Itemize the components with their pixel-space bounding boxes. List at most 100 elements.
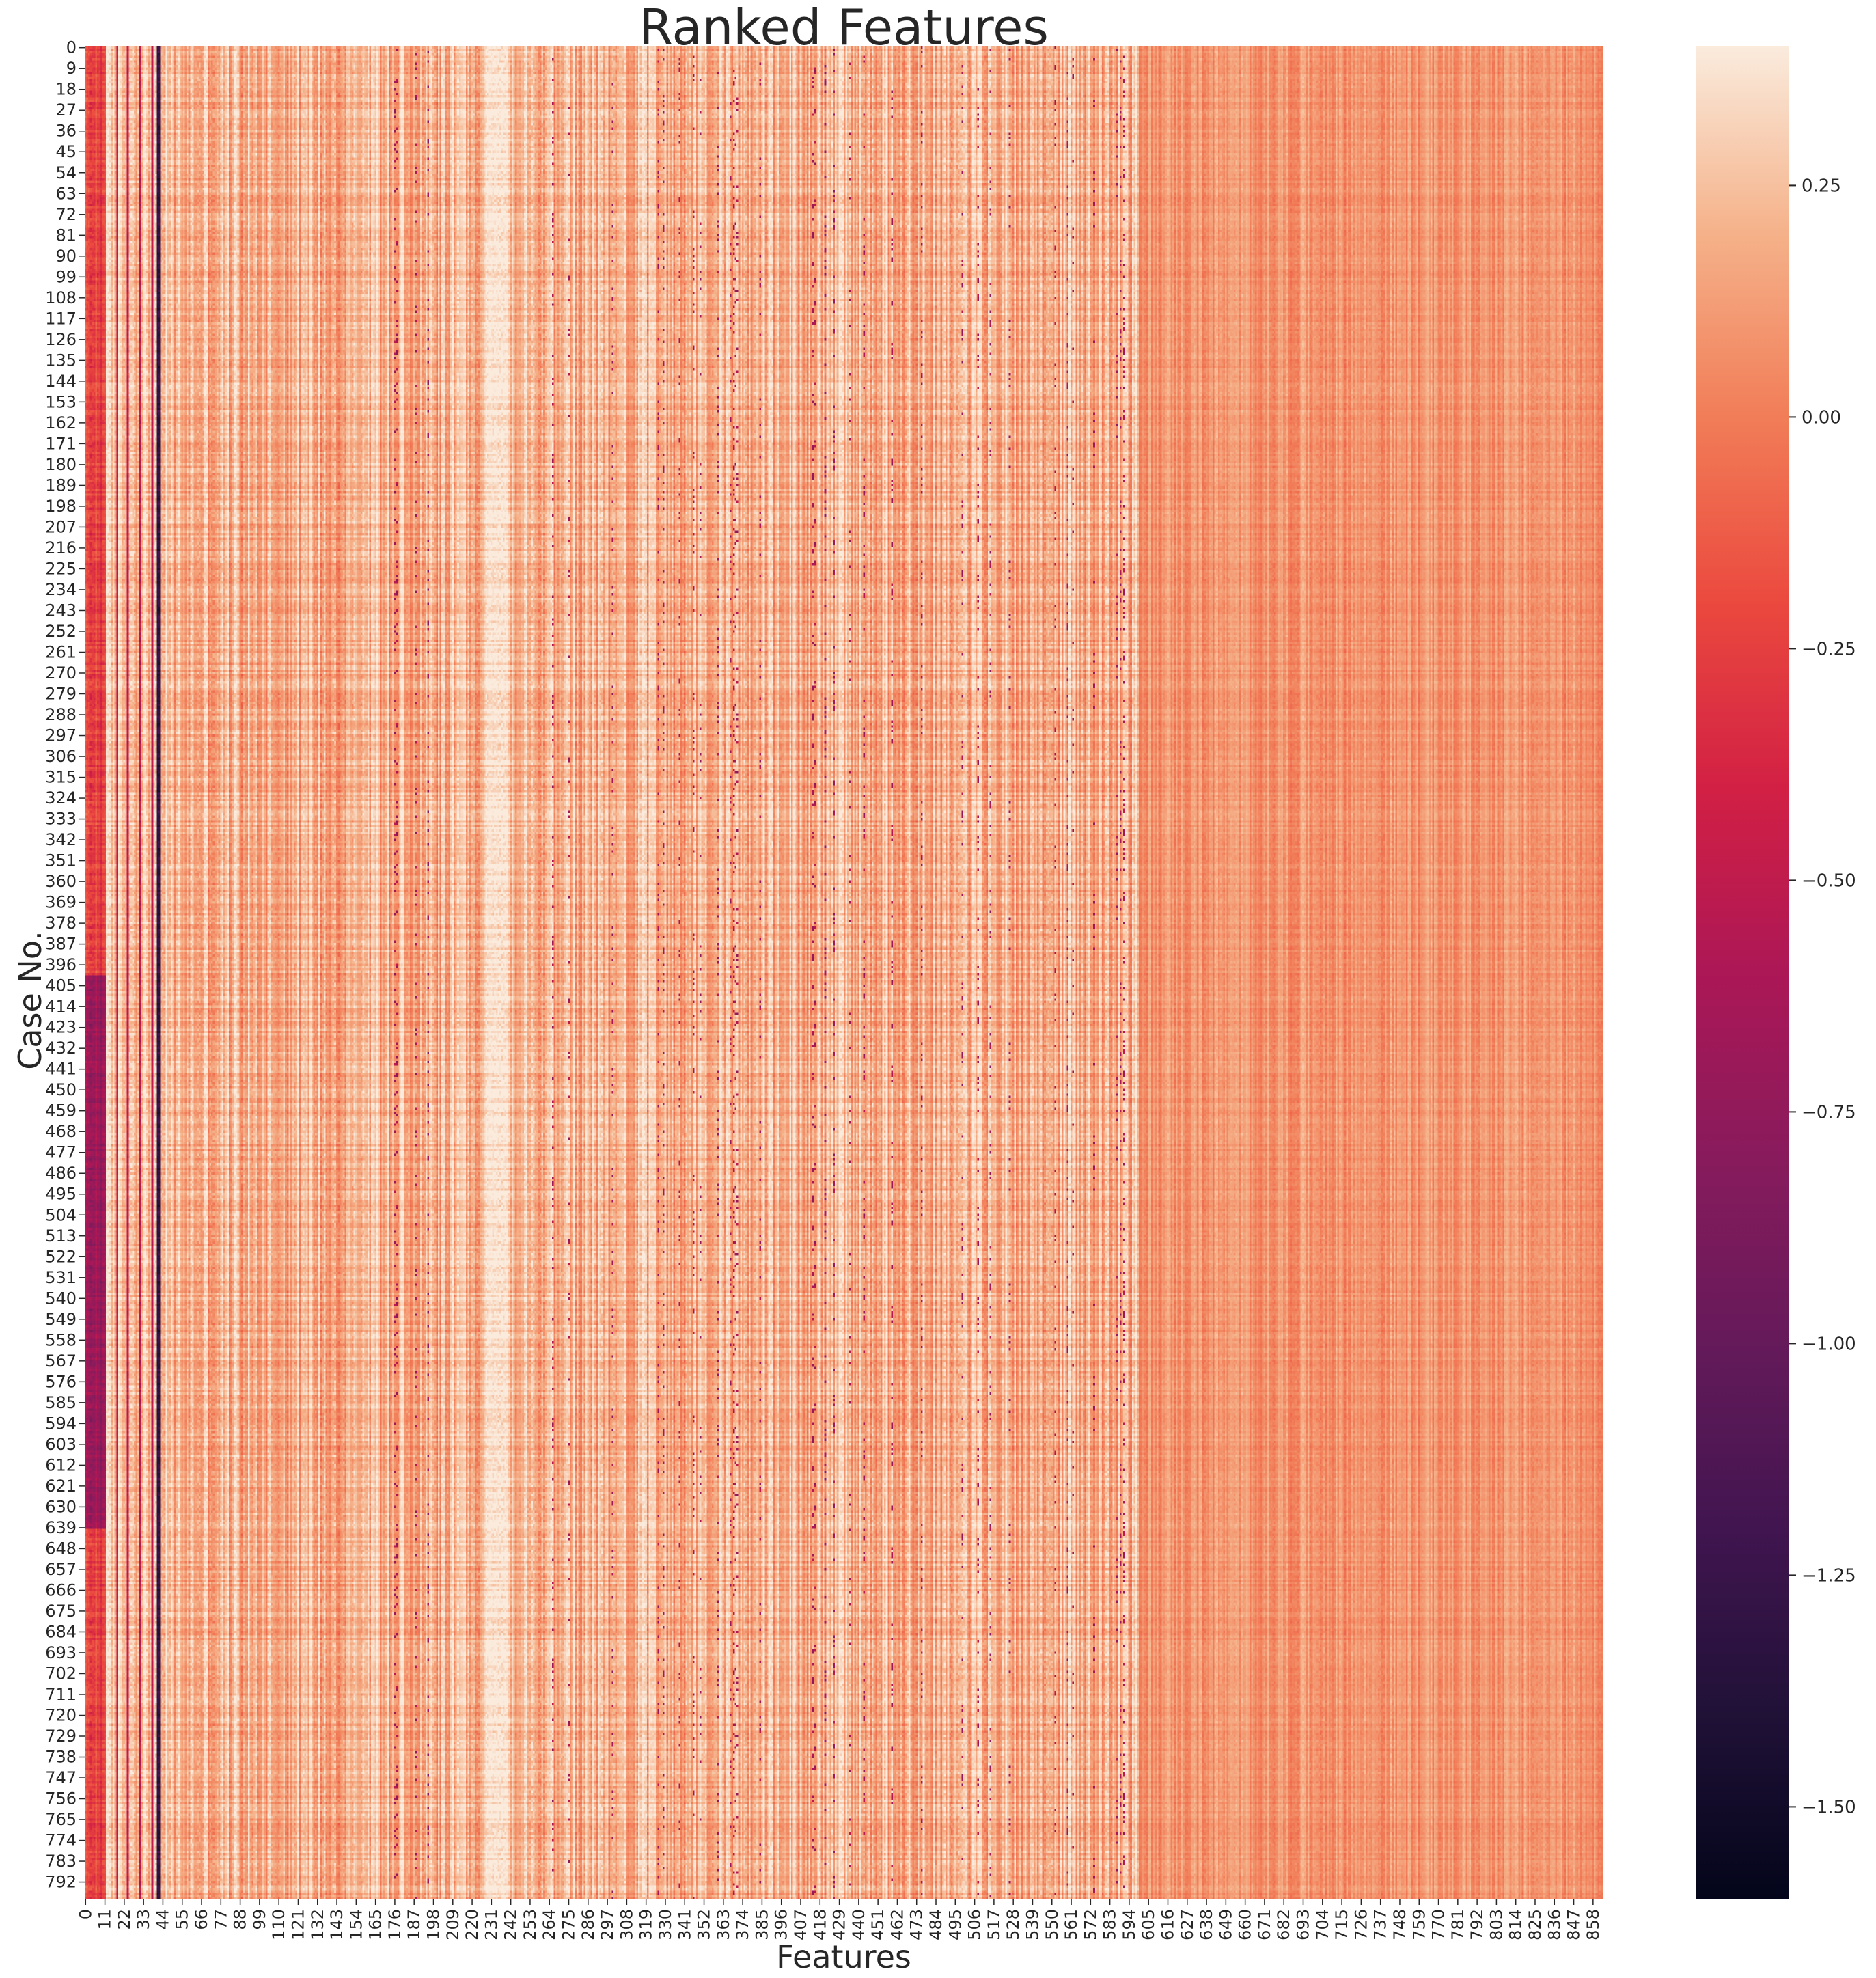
y-tick-label: 504 xyxy=(45,1205,77,1224)
x-tick-label: 11 xyxy=(96,1909,115,1930)
y-tick-label: 387 xyxy=(45,935,77,954)
y-tick-label: 549 xyxy=(45,1310,77,1329)
x-tick-label: 759 xyxy=(1409,1909,1429,1940)
x-tick-label: 715 xyxy=(1332,1909,1351,1940)
y-tick-label: 702 xyxy=(45,1664,77,1683)
x-tick-label: 154 xyxy=(346,1909,365,1940)
x-tick-label: 495 xyxy=(946,1909,965,1940)
x-tick-label: 341 xyxy=(675,1909,694,1940)
y-tick-label: 765 xyxy=(45,1810,77,1829)
y-tick-label: 738 xyxy=(45,1748,77,1767)
y-tick-label: 405 xyxy=(45,976,77,995)
y-tick-label: 693 xyxy=(45,1643,77,1662)
y-tick-label: 324 xyxy=(45,788,77,808)
y-tick-label: 126 xyxy=(45,330,77,349)
x-tick-label: 110 xyxy=(269,1909,288,1940)
x-tick-label: 143 xyxy=(327,1909,346,1940)
x-tick-label: 440 xyxy=(849,1909,868,1940)
y-tick-label: 486 xyxy=(45,1164,77,1183)
y-tick-label: 27 xyxy=(55,100,77,120)
y-tick-label: 720 xyxy=(45,1705,77,1725)
y-tick-label: 153 xyxy=(45,392,77,411)
x-tick-label: 462 xyxy=(887,1909,907,1940)
y-tick-label: 666 xyxy=(45,1580,77,1599)
x-tick-label: 330 xyxy=(656,1909,675,1940)
colorbar-tick-label: 0.00 xyxy=(1802,407,1841,428)
x-tick-label: 858 xyxy=(1584,1909,1603,1940)
x-tick-label: 836 xyxy=(1545,1909,1564,1940)
x-tick-label: 517 xyxy=(984,1909,1004,1940)
x-tick-label: 770 xyxy=(1429,1909,1448,1940)
y-tick-label: 36 xyxy=(55,122,77,141)
y-tick-label: 585 xyxy=(45,1393,77,1412)
y-tick-label: 630 xyxy=(45,1497,77,1516)
x-tick-label: 33 xyxy=(134,1909,153,1930)
y-tick-label: 135 xyxy=(45,351,77,370)
x-tick-label: 286 xyxy=(579,1909,598,1940)
x-tick-label: 231 xyxy=(482,1909,501,1940)
x-tick-label: 704 xyxy=(1313,1909,1332,1940)
y-tick-label: 792 xyxy=(45,1873,77,1892)
x-tick-label: 242 xyxy=(501,1909,521,1940)
y-tick-label: 189 xyxy=(45,476,77,495)
y-tick-label: 90 xyxy=(55,247,77,266)
x-tick-label: 396 xyxy=(772,1909,791,1940)
x-tick-label: 814 xyxy=(1506,1909,1526,1940)
x-tick-label: 220 xyxy=(463,1909,482,1940)
y-tick-label: 414 xyxy=(45,997,77,1016)
y-tick-label: 450 xyxy=(45,1080,77,1099)
x-tick-label: 539 xyxy=(1023,1909,1042,1940)
x-tick-label: 385 xyxy=(752,1909,771,1940)
colorbar-tick-label: −0.25 xyxy=(1802,639,1856,659)
x-tick-label: 44 xyxy=(153,1909,172,1930)
y-tick-label: 63 xyxy=(55,184,77,203)
x-tick-label: 693 xyxy=(1294,1909,1313,1940)
y-tick-label: 783 xyxy=(45,1852,77,1871)
x-tick-label: 132 xyxy=(308,1909,327,1940)
x-tick-label: 638 xyxy=(1197,1909,1216,1940)
x-tick-label: 88 xyxy=(231,1909,250,1930)
x-tick-label: 506 xyxy=(965,1909,984,1940)
y-tick-label: 81 xyxy=(55,225,77,245)
colorbar-tick-label: −1.25 xyxy=(1802,1565,1856,1586)
x-tick-label: 187 xyxy=(404,1909,424,1940)
y-tick-label: 270 xyxy=(45,663,77,683)
x-tick-label: 165 xyxy=(366,1909,385,1940)
x-tick-label: 825 xyxy=(1526,1909,1545,1940)
x-tick-label: 847 xyxy=(1564,1909,1584,1940)
y-tick-label: 261 xyxy=(45,642,77,661)
colorbar-gradient xyxy=(1696,46,1789,1899)
x-tick-label: 66 xyxy=(192,1909,211,1930)
y-tick-label: 279 xyxy=(45,685,77,704)
x-tick-label: 374 xyxy=(733,1909,752,1940)
y-tick-label: 369 xyxy=(45,893,77,912)
y-tick-label: 756 xyxy=(45,1789,77,1809)
x-tick-label: 627 xyxy=(1178,1909,1197,1940)
y-tick-label: 306 xyxy=(45,747,77,766)
y-tick-label: 45 xyxy=(55,142,77,161)
y-tick-label: 342 xyxy=(45,830,77,849)
colorbar-ticks: 0.25 0.00 −0.25 −0.50 −0.75 −1.00 −1.25 −1.50 xyxy=(1789,176,1856,1817)
y-tick-label: 360 xyxy=(45,872,77,891)
y-tick-label: 477 xyxy=(45,1143,77,1162)
x-tick-label: 561 xyxy=(1062,1909,1081,1940)
x-tick-label: 726 xyxy=(1351,1909,1370,1940)
y-tick-label: 468 xyxy=(45,1122,77,1141)
y-tick-label: 621 xyxy=(45,1476,77,1496)
y-tick-label: 603 xyxy=(45,1435,77,1454)
x-tick-label: 352 xyxy=(695,1909,714,1940)
y-tick-label: 531 xyxy=(45,1268,77,1287)
y-tick-label: 495 xyxy=(45,1185,77,1204)
y-axis-ticks: 0918273645546372819099108117126135144153… xyxy=(45,38,85,1892)
x-tick-label: 451 xyxy=(868,1909,887,1940)
x-tick-label: 682 xyxy=(1274,1909,1293,1940)
y-tick-label: 711 xyxy=(45,1685,77,1704)
x-tick-label: 308 xyxy=(617,1909,636,1940)
y-tick-label: 9 xyxy=(66,59,77,78)
x-tick-label: 99 xyxy=(250,1909,269,1930)
x-tick-label: 616 xyxy=(1158,1909,1177,1940)
x-tick-label: 550 xyxy=(1043,1909,1062,1940)
y-tick-label: 171 xyxy=(45,434,77,453)
y-tick-label: 234 xyxy=(45,580,77,599)
y-tick-label: 558 xyxy=(45,1330,77,1349)
